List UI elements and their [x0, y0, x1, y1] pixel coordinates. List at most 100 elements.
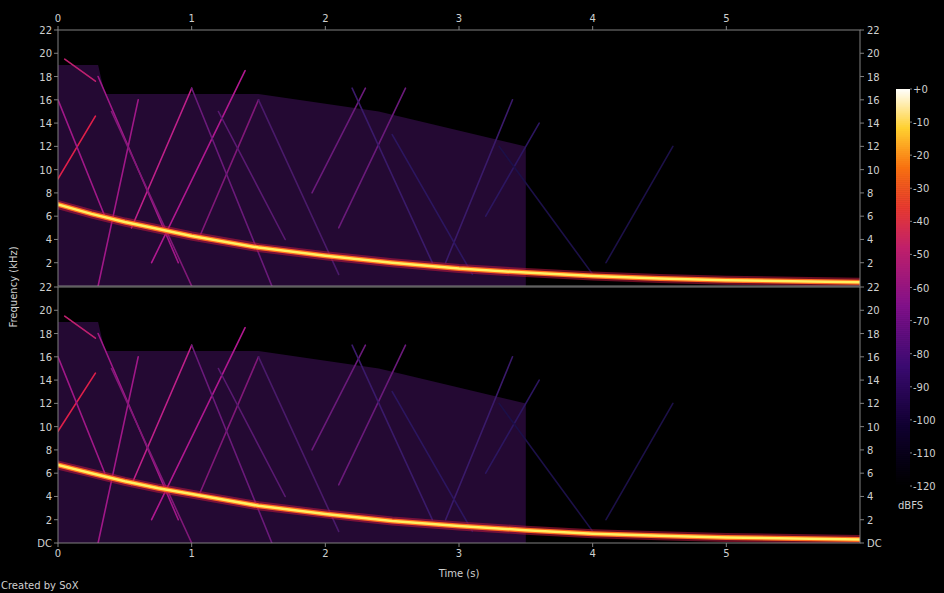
- y-tick: [54, 262, 58, 263]
- y-tick-label: 22: [867, 25, 880, 36]
- x-tick: [726, 26, 727, 30]
- x-tick-label: 4: [589, 13, 595, 24]
- chirp: [339, 88, 406, 228]
- chirp: [486, 380, 540, 473]
- plot-area: [58, 30, 860, 286]
- y-tick-label: 6: [867, 211, 873, 222]
- y-tick-label: 14: [867, 118, 880, 129]
- y-tick-label: 16: [867, 95, 880, 106]
- main-tone: [58, 465, 860, 540]
- colorbar-tick-label: -50: [913, 249, 929, 260]
- colorbar-tick: [910, 221, 912, 222]
- colorbar-tick: [910, 155, 912, 156]
- y-tick-label: 12: [39, 398, 52, 409]
- y-tick: [54, 310, 58, 311]
- y-tick-label: 2: [867, 515, 873, 526]
- y-tick: [860, 76, 864, 77]
- colorbar-tick-label: -60: [913, 283, 929, 294]
- y-tick: [54, 496, 58, 497]
- y-tick: [54, 123, 58, 124]
- background: [0, 0, 944, 593]
- main-tone: [58, 205, 860, 283]
- chirp: [65, 59, 96, 81]
- colorbar-tick: [910, 452, 912, 453]
- x-tick-label: 3: [456, 548, 462, 559]
- y-tick-label: 20: [39, 305, 52, 316]
- colorbar-tick: [910, 254, 912, 255]
- y-tick-label: 22: [39, 282, 52, 293]
- chirp: [446, 357, 513, 520]
- y-tick: [54, 403, 58, 404]
- chirp: [58, 357, 105, 473]
- x-tick-label: 1: [188, 548, 194, 559]
- y-tick-label: 6: [46, 468, 52, 479]
- y-tick: [860, 239, 864, 240]
- y-tick: [54, 473, 58, 474]
- x-tick: [58, 26, 59, 30]
- line-glow: [58, 205, 860, 283]
- chirp: [499, 403, 593, 531]
- y-tick-label: 12: [39, 141, 52, 152]
- y-tick-label: 10: [867, 165, 880, 176]
- chirp: [486, 123, 540, 216]
- y-tick: [860, 310, 864, 311]
- y-tick: [54, 76, 58, 77]
- y-tick: [54, 99, 58, 100]
- y-tick: [860, 192, 864, 193]
- x-tick: [325, 543, 326, 547]
- colorbar-tick: [910, 188, 912, 189]
- x-tick: [191, 26, 192, 30]
- chirp: [446, 100, 513, 263]
- chirp: [499, 146, 593, 274]
- chirp: [218, 369, 285, 497]
- colorbar-tick-label: -80: [913, 349, 929, 360]
- plot: [58, 316, 860, 543]
- y-tick: [54, 53, 58, 54]
- chirp: [606, 146, 673, 262]
- y-tick: [860, 543, 864, 544]
- y-tick-label: 12: [867, 398, 880, 409]
- x-tick-label: 5: [723, 13, 729, 24]
- line-glow: [58, 205, 860, 283]
- y-tick: [54, 146, 58, 147]
- x-tick: [325, 26, 326, 30]
- colorbar-tick: [910, 419, 912, 420]
- colorbar-tick-label: -110: [913, 448, 936, 459]
- plot: [58, 59, 860, 286]
- y-tick-label: 22: [39, 25, 52, 36]
- colorbar-tick-label: -90: [913, 382, 929, 393]
- y-tick-label: 20: [867, 305, 880, 316]
- x-tick-label: 5: [723, 548, 729, 559]
- y-tick: [54, 543, 58, 544]
- y-tick-label: 18: [39, 72, 52, 83]
- y-tick: [860, 216, 864, 217]
- colorbar-tick-label: -30: [913, 183, 929, 194]
- x-tick-label: 3: [456, 13, 462, 24]
- y-tick: [860, 99, 864, 100]
- chirp: [392, 392, 472, 532]
- y-tick: [860, 53, 864, 54]
- colorbar-tick: [910, 122, 912, 123]
- y-tick-label: 4: [867, 491, 873, 502]
- chirp: [112, 369, 192, 544]
- y-tick-label: 8: [46, 188, 52, 199]
- y-tick: [860, 287, 864, 288]
- y-tick: [54, 192, 58, 193]
- chirp: [312, 345, 365, 450]
- x-tick-label: 0: [55, 548, 61, 559]
- colorbar-tick-label: -100: [913, 415, 936, 426]
- y-tick-label: 4: [867, 234, 873, 245]
- y-tick-label: DC: [37, 538, 52, 549]
- y-tick: [54, 287, 58, 288]
- colorbar-tick-label: -20: [913, 150, 929, 161]
- y-tick: [860, 146, 864, 147]
- y-tick: [860, 403, 864, 404]
- y-tick: [860, 380, 864, 381]
- y-tick: [54, 426, 58, 427]
- y-tick-label: 18: [39, 329, 52, 340]
- y-tick: [860, 356, 864, 357]
- y-tick-label: 14: [39, 118, 52, 129]
- colorbar-tick: [910, 386, 912, 387]
- x-tick: [592, 26, 593, 30]
- y-tick: [860, 333, 864, 334]
